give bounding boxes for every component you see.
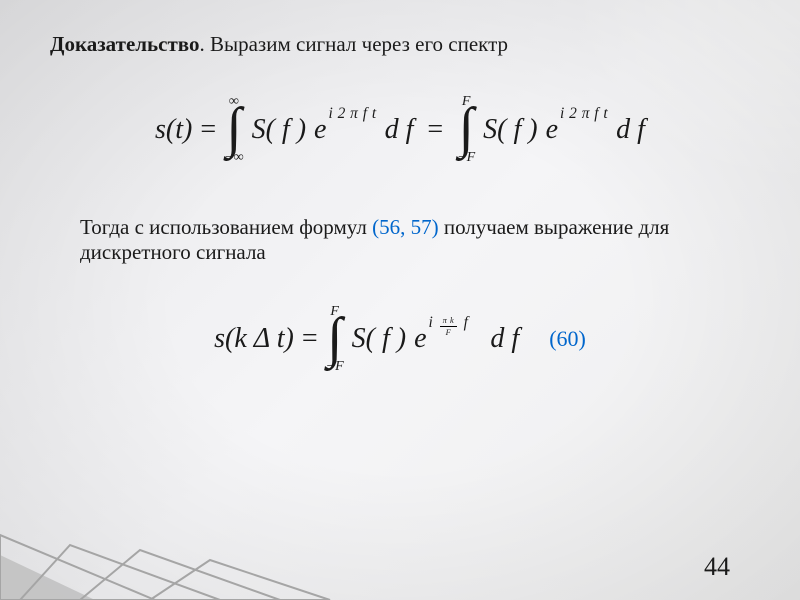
eq2-exp-suffix: f <box>464 314 469 331</box>
slide-content: Доказательство. Выразим сигнал через его… <box>0 0 800 374</box>
int2-lower: −F <box>457 151 475 165</box>
paragraph: Тогда с использованием формул (56, 57) п… <box>50 215 750 265</box>
int3-lower: −F <box>326 360 344 374</box>
eq2-lhs: s(k Δ t) <box>214 323 294 355</box>
equation-2-label: (60) <box>549 326 586 352</box>
heading-bold: Доказательство <box>50 32 199 56</box>
eq2-exp-prefix: i <box>429 314 434 331</box>
integral-1: ∞ ∫ −∞ <box>224 95 243 165</box>
integral-2: F ∫ −F <box>457 95 475 165</box>
integral-3: F ∫ −F <box>326 305 344 375</box>
equation-2: s(k Δ t) = F ∫ −F S( f ) e i π k F f d <box>214 305 519 375</box>
eq1-diff-1: d f <box>385 114 414 146</box>
int1-lower: −∞ <box>224 151 243 165</box>
eq2-func: S( f ) <box>352 323 406 355</box>
integral-sign-icon: ∫ <box>459 105 474 153</box>
eq1-func-1: S( f ) <box>252 114 306 146</box>
eq2-frac-den: F <box>446 327 452 337</box>
eq1-exp-2: e i 2 π f t <box>546 114 609 146</box>
equation-2-row: s(k Δ t) = F ∫ −F S( f ) e i π k F f d <box>50 305 750 375</box>
eq1-func-2: S( f ) <box>483 114 537 146</box>
corner-decoration-icon <box>0 520 350 600</box>
integral-sign-icon: ∫ <box>226 105 241 153</box>
eq2-frac-num: π k <box>440 316 458 327</box>
para-p1: Тогда с использованием формул <box>80 215 372 239</box>
eq1-lhs: s(t) <box>155 114 192 146</box>
heading-rest: . Выразим сигнал через его спектр <box>199 32 508 56</box>
eq2-exp: e i π k F f <box>414 323 468 355</box>
eq2-fraction: π k F <box>440 316 458 337</box>
integral-sign-icon: ∫ <box>327 315 342 363</box>
page-number: 44 <box>704 552 730 582</box>
heading-line: Доказательство. Выразим сигнал через его… <box>50 32 750 57</box>
eq2-diff: d f <box>490 323 519 355</box>
eq1-diff-2: d f <box>616 114 645 146</box>
equation-1: s(t) = ∞ ∫ −∞ S( f ) e i 2 π f t d f = F… <box>50 95 750 165</box>
formula-reference: (56, 57) <box>372 215 439 239</box>
eq1-exp-1: e i 2 π f t <box>314 114 377 146</box>
